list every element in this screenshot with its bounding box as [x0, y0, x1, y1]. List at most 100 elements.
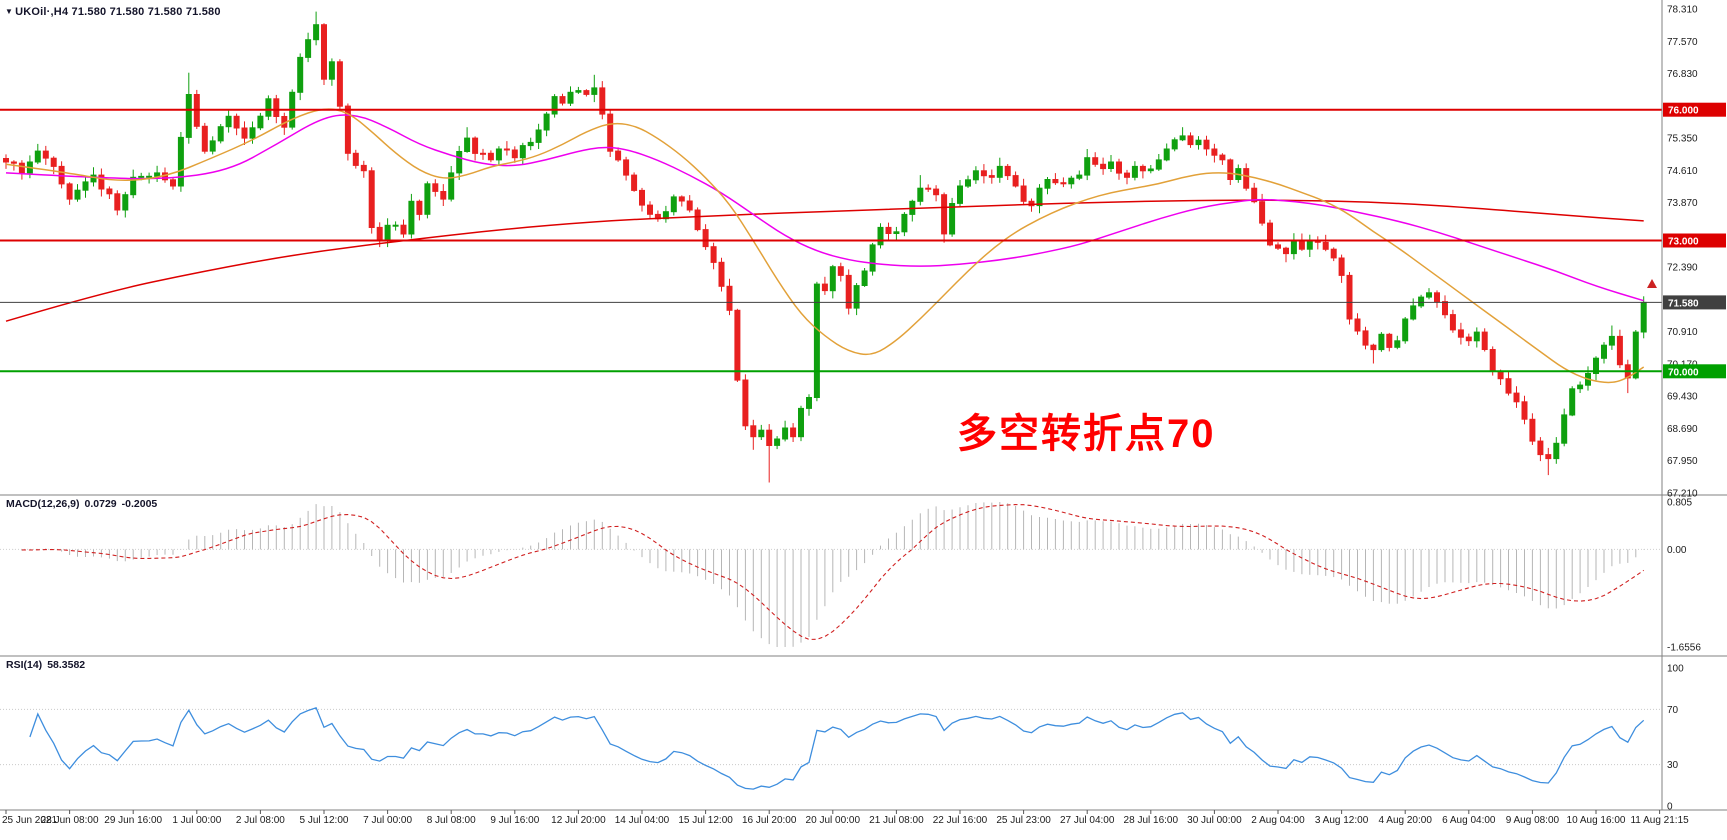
- time-tick-label: 27 Jul 04:00: [1060, 815, 1115, 826]
- candle-body: [845, 274, 852, 309]
- candle-body: [1545, 454, 1552, 460]
- candle-body: [305, 39, 312, 58]
- rsi-tick-label: 0: [1667, 802, 1673, 813]
- candle-body: [1227, 159, 1234, 180]
- time-tick-label: 11 Aug 21:15: [1630, 815, 1689, 826]
- time-tick-label: 6 Aug 04:00: [1442, 815, 1496, 826]
- price-tick-label: 74.610: [1667, 166, 1698, 177]
- candle-body: [1092, 157, 1099, 165]
- candle-body: [1036, 187, 1043, 207]
- time-tick-label: 2 Aug 04:00: [1251, 815, 1305, 826]
- rsi-name: RSI(14): [6, 659, 43, 671]
- svg-text:71.580: 71.580: [1668, 298, 1699, 309]
- candle-body: [1577, 384, 1584, 390]
- time-tick-label: 15 Jul 12:00: [678, 815, 733, 826]
- candle-body: [1426, 292, 1432, 298]
- candle-body: [82, 181, 89, 191]
- candle-body: [631, 174, 638, 191]
- svg-text:70.000: 70.000: [1668, 367, 1699, 378]
- candle-body: [146, 175, 153, 178]
- candle-body: [1028, 200, 1035, 207]
- candle-body: [1060, 182, 1067, 185]
- candle-body: [519, 145, 526, 159]
- candle-body: [376, 226, 383, 241]
- candle-body: [1243, 168, 1250, 189]
- price-tick-label: 76.830: [1667, 69, 1698, 80]
- candle-body: [790, 427, 797, 438]
- candle-body: [257, 115, 264, 129]
- time-tick-label: 9 Jul 16:00: [490, 815, 539, 826]
- candle-body: [1195, 139, 1202, 146]
- time-tick-label: 25 Jul 23:00: [996, 815, 1051, 826]
- rsi-axis-labels: 100 70 30 0: [1667, 664, 1684, 813]
- candle-body: [972, 170, 979, 181]
- candle-body: [1561, 414, 1568, 444]
- rsi-value: 58.3582: [47, 659, 86, 671]
- price-badge-73.000: 73.000: [1663, 233, 1726, 248]
- rsi-indicator-label: RSI(14) 58.3582: [6, 659, 90, 671]
- price-axis[interactable]: [1662, 0, 1727, 810]
- candle-body: [1020, 185, 1027, 202]
- candle-body: [1569, 388, 1576, 416]
- candle-body: [1100, 163, 1107, 170]
- price-tick-label: 75.350: [1667, 134, 1698, 145]
- price-badge-70.000: 70.000: [1663, 364, 1726, 379]
- candle-body: [766, 429, 773, 447]
- candle-body: [217, 126, 224, 142]
- candle-body: [138, 175, 145, 178]
- price-tick-label: 72.390: [1667, 263, 1698, 274]
- candle-body: [495, 148, 502, 161]
- candle-body: [583, 90, 590, 95]
- candle-body: [1211, 148, 1218, 156]
- candle-body: [1434, 292, 1440, 302]
- candle-body: [1187, 135, 1194, 146]
- candle-body: [114, 193, 121, 211]
- price-tick-label: 68.690: [1667, 424, 1698, 435]
- ma-slow-line: [5, 199, 1644, 322]
- candle-body: [352, 152, 359, 166]
- candle-body: [607, 113, 614, 152]
- horizontal-levels: [0, 108, 1662, 373]
- candle-body: [368, 170, 375, 229]
- candle-body: [1640, 301, 1647, 333]
- candle-body: [774, 438, 781, 446]
- candle-body: [1203, 139, 1210, 150]
- candle-body: [782, 427, 789, 440]
- time-tick-label: 29 Jun 16:00: [104, 815, 162, 826]
- candle-body: [1330, 248, 1337, 259]
- candle-body: [487, 152, 494, 161]
- price-axis-labels: 78.310 77.570 76.830 75.350 74.610 73.870 72.3…: [1667, 5, 1698, 500]
- candle-body: [1362, 330, 1369, 346]
- candle-body: [66, 183, 73, 200]
- candle-body: [209, 140, 216, 152]
- time-tick-label: 5 Jul 12:00: [300, 815, 349, 826]
- candle-body: [702, 229, 709, 248]
- time-tick-label: 21 Jul 08:00: [869, 815, 924, 826]
- candle-body: [1052, 179, 1059, 184]
- time-tick-label: 25 Jun 2021: [2, 815, 57, 826]
- candle-body: [591, 87, 598, 95]
- price-marker-arrow: [1647, 279, 1657, 288]
- candle-body: [344, 105, 351, 154]
- rsi-tick-label: 70: [1667, 705, 1679, 716]
- candle-body: [694, 209, 701, 231]
- candle-body: [1084, 157, 1091, 176]
- candle-body: [615, 150, 622, 161]
- chart-annotation[interactable]: 多空转折点70: [957, 412, 1216, 456]
- candle-body: [511, 149, 518, 159]
- time-tick-label: 22 Jul 16:00: [933, 815, 988, 826]
- candle-body: [448, 172, 455, 200]
- candle-body: [440, 191, 447, 200]
- macd-main-value: 0.0729: [84, 498, 117, 510]
- candle-body: [806, 397, 812, 409]
- candle-body: [893, 231, 900, 235]
- candle-body: [901, 213, 908, 233]
- candle-body: [798, 407, 804, 438]
- candle-body: [623, 159, 630, 176]
- macd-axis-labels: 0.805 0.00 -1.6556: [1667, 498, 1701, 654]
- candle-body: [575, 90, 582, 93]
- candle-body: [1139, 165, 1146, 172]
- candle-body: [1346, 274, 1353, 320]
- price-tick-label: 67.950: [1667, 456, 1698, 467]
